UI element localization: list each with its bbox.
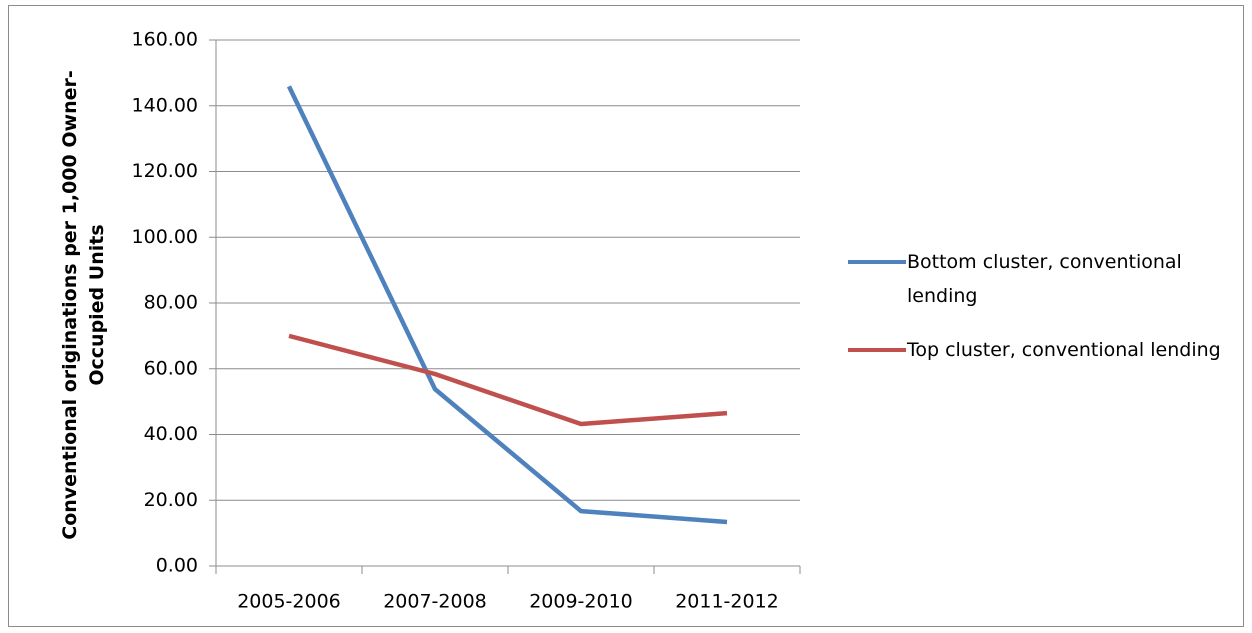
series-line — [286, 85, 728, 525]
x-tick-label: 2007-2008 — [383, 591, 487, 613]
y-tick-label: 100.00 — [132, 226, 198, 248]
y-tick-label: 80.00 — [144, 292, 198, 314]
y-tick-label: 60.00 — [144, 357, 198, 379]
chart-border — [8, 5, 1244, 627]
y-tick-label: 120.00 — [132, 160, 198, 182]
x-tick-label: 2009-2010 — [529, 591, 633, 613]
y-axis-title: Conventional originations per 1,000 Owne… — [59, 70, 108, 540]
x-tick-label: 2011-2012 — [675, 591, 779, 613]
legend-swatch — [848, 348, 906, 352]
legend-swatch — [848, 260, 906, 264]
x-tick-label: 2005-2006 — [237, 591, 341, 613]
series-line — [288, 333, 728, 427]
y-tick-label: 0.00 — [156, 555, 198, 577]
legend-label: Top cluster, conventional lending — [907, 339, 1221, 361]
y-tick-label: 20.00 — [144, 489, 198, 511]
y-tick-label: 40.00 — [144, 423, 198, 445]
y-tick-label: 140.00 — [132, 94, 198, 116]
y-tick-label: 160.00 — [132, 29, 198, 51]
legend-label: Bottom cluster, conventional lending — [907, 251, 1182, 307]
